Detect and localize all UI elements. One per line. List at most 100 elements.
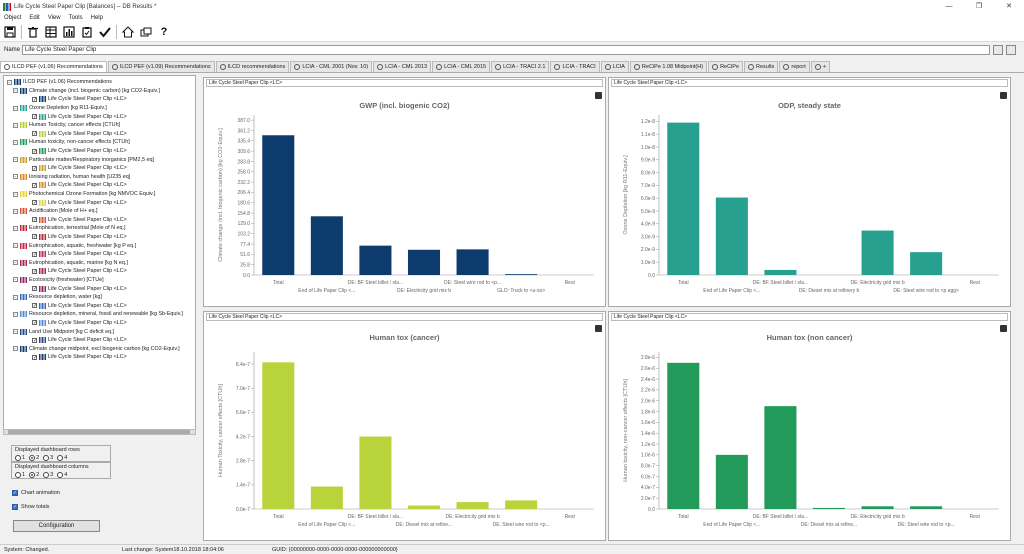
collapse-icon[interactable]: −: [13, 191, 18, 197]
checkbox-icon[interactable]: ✓: [32, 354, 38, 361]
tree-item[interactable]: − Particulate matter/Respiratory inorgani…: [4, 155, 195, 164]
collapse-icon[interactable]: −: [7, 79, 12, 85]
clipboard-check-icon[interactable]: [80, 25, 94, 39]
chart-bar[interactable]: [359, 245, 392, 275]
radio-option[interactable]: 1: [15, 455, 25, 461]
chart-bar[interactable]: [310, 486, 343, 509]
trash-icon[interactable]: [595, 325, 602, 332]
tree-child[interactable]: ✓ Life Cycle Steel Paper Clip <LC>: [4, 95, 195, 104]
tree-item[interactable]: − Human toxicity, non-cancer effects [CTU…: [4, 138, 195, 147]
tree-child[interactable]: ✓ Life Cycle Steel Paper Clip <LC>: [4, 112, 195, 121]
tree-item[interactable]: − Climate change midpoint, excl biogenic …: [4, 344, 195, 353]
show-totals-checkbox[interactable]: ✓ Show totals: [12, 504, 49, 510]
tab-7[interactable]: LCIA - TRACI: [550, 61, 600, 72]
checkbox-icon[interactable]: ✓: [32, 337, 38, 344]
tree-child[interactable]: ✓ Life Cycle Steel Paper Clip <LC>: [4, 353, 195, 362]
checkbox-icon[interactable]: ✓: [32, 131, 38, 138]
tab-11[interactable]: Results: [744, 61, 779, 72]
tab-6[interactable]: LCIA - TRACI 2.1: [491, 61, 550, 72]
chart-icon[interactable]: [62, 25, 76, 39]
collapse-icon[interactable]: −: [13, 122, 18, 128]
checkbox-icon[interactable]: ✓: [32, 165, 38, 172]
radio-icon[interactable]: [15, 472, 21, 478]
trash-icon[interactable]: [1000, 92, 1007, 99]
checkbox-icon[interactable]: ✓: [12, 504, 18, 510]
name-input[interactable]: Life Cycle Steel Paper Clip: [22, 45, 990, 55]
tree-child[interactable]: ✓ Life Cycle Steel Paper Clip <LC>: [4, 130, 195, 139]
chart-bar[interactable]: [861, 230, 894, 275]
chart-bar[interactable]: [667, 122, 700, 275]
radio-option[interactable]: 3: [43, 455, 53, 461]
scrollbar-thumb[interactable]: [8, 430, 190, 434]
tree-item[interactable]: − Ozone Depletion [kg R11-Equiv.]: [4, 104, 195, 113]
radio-option[interactable]: 2: [29, 455, 39, 461]
tree-item[interactable]: − Acidification [Mole of H+ eq.]: [4, 207, 195, 216]
radio-icon[interactable]: [29, 472, 36, 478]
checkbox-icon[interactable]: ✓: [32, 320, 38, 327]
minimize-button[interactable]: —: [945, 3, 953, 10]
tree-item[interactable]: − Climate change (incl. biogenic carbon) …: [4, 87, 195, 96]
checkbox-icon[interactable]: ✓: [32, 200, 38, 207]
tree-item[interactable]: − Resource depletion, mineral, fossil and…: [4, 310, 195, 319]
checkbox-icon[interactable]: ✓: [32, 234, 38, 241]
tree-root[interactable]: − ILCD PEF (v1.06) Recommendations: [4, 78, 195, 87]
checkbox-icon[interactable]: ✓: [32, 268, 38, 275]
trash-icon[interactable]: [595, 92, 602, 99]
menu-object[interactable]: Object: [4, 15, 22, 21]
chart-bar[interactable]: [812, 507, 846, 509]
menu-tools[interactable]: Tools: [68, 15, 83, 21]
collapse-icon[interactable]: −: [13, 225, 18, 231]
tree-item[interactable]: − Eutrophication, terrestrial [Mole of N …: [4, 224, 195, 233]
chart-bar[interactable]: [667, 362, 700, 509]
tree-item[interactable]: − Resource depletion, water [kg]: [4, 293, 195, 302]
tab-12[interactable]: report: [779, 61, 810, 72]
checkbox-icon[interactable]: ✓: [32, 303, 38, 310]
radio-option[interactable]: 4: [57, 472, 67, 478]
chart-bar[interactable]: [505, 274, 538, 275]
tree-child[interactable]: ✓ Life Cycle Steel Paper Clip <LC>: [4, 319, 195, 328]
tree-item[interactable]: − Photochemical Ozone Formation [kg NMVOC…: [4, 190, 195, 199]
collapse-icon[interactable]: −: [13, 243, 18, 249]
delete-icon[interactable]: [26, 25, 40, 39]
checkbox-icon[interactable]: ✓: [32, 96, 38, 103]
radio-icon[interactable]: [43, 455, 50, 461]
tree-child[interactable]: ✓ Life Cycle Steel Paper Clip <LC>: [4, 301, 195, 310]
collapse-icon[interactable]: −: [13, 260, 18, 266]
chart-bar[interactable]: [310, 216, 343, 275]
checkmark-icon[interactable]: [98, 25, 112, 39]
help-icon[interactable]: ?: [160, 26, 168, 38]
save-icon[interactable]: [3, 25, 17, 39]
name-action-button[interactable]: [993, 45, 1003, 55]
collapse-icon[interactable]: −: [13, 294, 18, 300]
collapse-icon[interactable]: −: [13, 208, 18, 214]
collapse-icon[interactable]: −: [13, 139, 18, 145]
tree-child[interactable]: ✓ Life Cycle Steel Paper Clip <LC>: [4, 284, 195, 293]
tree-child[interactable]: ✓ Life Cycle Steel Paper Clip <LC>: [4, 198, 195, 207]
collapse-icon[interactable]: −: [13, 105, 18, 111]
radio-option[interactable]: 2: [29, 472, 39, 478]
windows-icon[interactable]: [139, 25, 153, 39]
radio-icon[interactable]: [43, 472, 50, 478]
chart-bar[interactable]: [407, 505, 441, 509]
tree-item[interactable]: − Ionising radiation, human health [U235 …: [4, 173, 195, 182]
tab-0[interactable]: ILCD PEF (v1.06) Recommendations: [0, 61, 107, 72]
chart-bar[interactable]: [456, 249, 489, 275]
chart-bar[interactable]: [359, 436, 392, 509]
chart-bar[interactable]: [505, 500, 538, 509]
tree-item[interactable]: − Land Use Midpoint [kg C deficit eq.]: [4, 327, 195, 336]
checkbox-icon[interactable]: ✓: [32, 148, 38, 155]
radio-icon[interactable]: [57, 455, 64, 461]
collapse-icon[interactable]: −: [13, 277, 18, 283]
chart-bar[interactable]: [456, 502, 489, 509]
collapse-icon[interactable]: −: [13, 311, 18, 317]
chart-bar[interactable]: [715, 454, 748, 509]
tree-child[interactable]: ✓ Life Cycle Steel Paper Clip <LC>: [4, 267, 195, 276]
radio-icon[interactable]: [29, 455, 36, 461]
tree-item[interactable]: − Eutrophication, aquatic, freshwater [kg…: [4, 241, 195, 250]
radio-icon[interactable]: [57, 472, 64, 478]
tree-horizontal-scrollbar[interactable]: [3, 429, 196, 435]
chart-animation-checkbox[interactable]: ✓ Chart animation: [12, 490, 60, 496]
radio-icon[interactable]: [15, 455, 21, 461]
tree-item[interactable]: − Human Toxicity, cancer effects [CTUh]: [4, 121, 195, 130]
configuration-button[interactable]: Configuration: [13, 520, 100, 532]
